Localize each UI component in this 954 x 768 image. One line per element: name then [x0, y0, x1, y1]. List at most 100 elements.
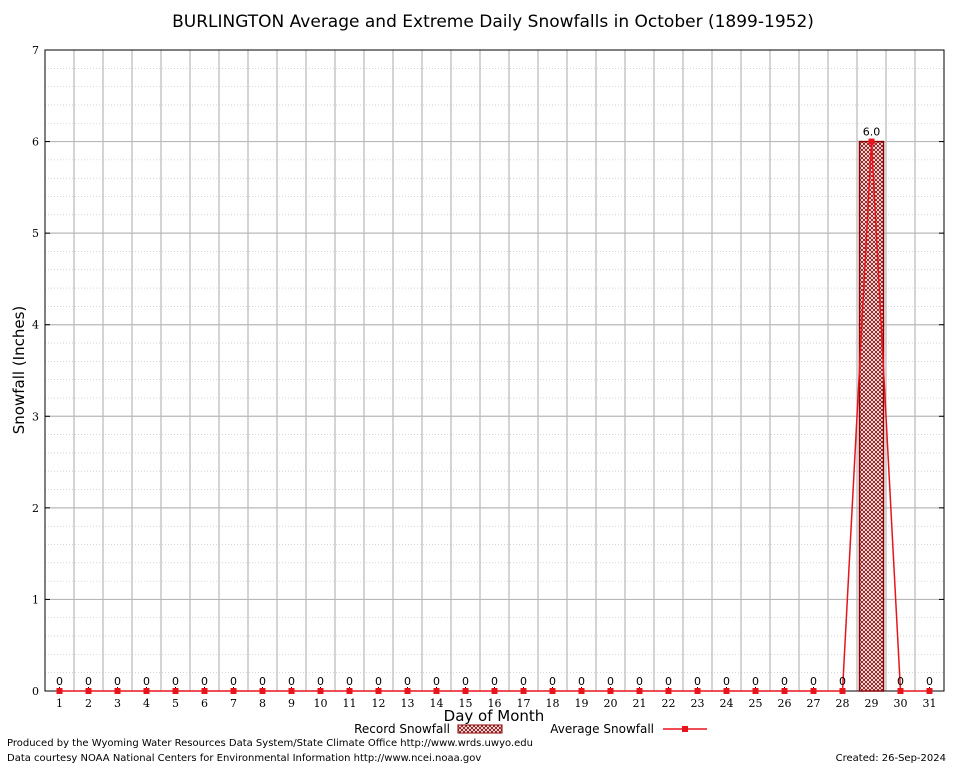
data-label: 0 [636, 675, 643, 688]
x-tick-label: 23 [691, 697, 705, 710]
legend-label-average: Average Snowfall [550, 722, 654, 736]
average-point [781, 688, 788, 694]
x-tick-label: 29 [865, 697, 879, 710]
average-point [752, 688, 759, 694]
y-tick-label: 7 [32, 44, 39, 57]
data-label: 0 [433, 675, 440, 688]
x-tick-label: 22 [662, 697, 676, 710]
data-label: 0 [317, 675, 324, 688]
average-point [317, 688, 324, 694]
x-tick-label: 7 [230, 697, 237, 710]
legend-swatch-record [457, 724, 503, 734]
x-tick-label: 9 [288, 697, 295, 710]
average-point [172, 688, 179, 694]
average-point [839, 688, 846, 694]
grid-lines [45, 50, 944, 691]
average-point [85, 688, 92, 694]
average-point [346, 688, 353, 694]
data-label: 0 [752, 675, 759, 688]
x-tick-label: 1 [56, 697, 63, 710]
data-label: 0 [926, 675, 933, 688]
x-tick-label: 5 [172, 697, 179, 710]
footer-produced-by: Produced by the Wyoming Water Resources … [7, 738, 533, 749]
x-tick-label: 13 [401, 697, 415, 710]
y-axis-ticks: 0 1 2 3 4 5 6 7 [32, 44, 944, 698]
y-tick-label: 2 [32, 502, 39, 515]
plot-frame [44, 49, 945, 692]
x-tick-label: 24 [720, 697, 734, 710]
x-tick-label: 25 [749, 697, 763, 710]
data-label: 0 [491, 675, 498, 688]
y-axis-label: Snowfall (Inches) [10, 306, 28, 434]
footer-data-courtesy: Data courtesy NOAA National Centers for … [7, 753, 482, 764]
average-point [462, 688, 469, 694]
data-label: 0 [607, 675, 614, 688]
average-point [868, 138, 875, 145]
x-tick-label: 28 [836, 697, 850, 710]
x-tick-label: 16 [488, 697, 502, 710]
average-point [259, 688, 266, 694]
legend: Record Snowfall Average Snowfall [354, 722, 707, 736]
average-point [433, 688, 440, 694]
data-label: 0 [259, 675, 266, 688]
record-snowfall-bars [858, 140, 885, 692]
x-tick-label: 27 [807, 697, 821, 710]
average-point [549, 688, 556, 694]
x-tick-label: 11 [343, 697, 357, 710]
data-label: 0 [56, 675, 63, 688]
average-point [143, 688, 150, 694]
x-tick-label: 2 [85, 697, 92, 710]
data-label: 0 [375, 675, 382, 688]
data-label: 0 [665, 675, 672, 688]
x-tick-label: 15 [459, 697, 473, 710]
data-label: 0 [781, 675, 788, 688]
average-point [578, 688, 585, 694]
average-point [723, 688, 730, 694]
average-point [810, 688, 817, 694]
legend-label-record: Record Snowfall [354, 722, 450, 736]
data-label: 0 [462, 675, 469, 688]
average-point [404, 688, 411, 694]
x-tick-label: 18 [546, 697, 560, 710]
average-point [56, 688, 63, 694]
data-label: 0 [694, 675, 701, 688]
y-tick-label: 3 [32, 410, 39, 423]
x-tick-label: 30 [894, 697, 908, 710]
y-tick-label: 5 [32, 227, 39, 240]
average-point [897, 688, 904, 694]
x-tick-label: 26 [778, 697, 792, 710]
average-point [607, 688, 614, 694]
x-tick-label: 19 [575, 697, 589, 710]
chart-title: BURLINGTON Average and Extreme Daily Sno… [172, 12, 814, 32]
x-tick-label: 4 [143, 697, 150, 710]
data-label: 0 [520, 675, 527, 688]
average-point [114, 688, 121, 694]
data-label: 0 [810, 675, 817, 688]
data-label: 0 [288, 675, 295, 688]
x-tick-label: 20 [604, 697, 618, 710]
data-labels: 0 0 0 0 0 0 0 0 0 0 0 0 0 0 0 0 0 0 0 0 0 0 0 0 0 0 0 0 6.0 0 0 [56, 126, 933, 688]
y-tick-label: 4 [32, 319, 39, 332]
footer-created: Created: 26-Sep-2024 [835, 753, 946, 764]
average-point [230, 688, 237, 694]
average-point [201, 688, 208, 694]
average-point [491, 688, 498, 694]
y-tick-label: 0 [32, 685, 39, 698]
y-tick-label: 1 [32, 593, 39, 606]
x-tick-label: 21 [633, 697, 647, 710]
x-tick-label: 17 [517, 697, 531, 710]
data-label: 0 [404, 675, 411, 688]
average-point [694, 688, 701, 694]
data-label: 0 [85, 675, 92, 688]
average-point [665, 688, 672, 694]
data-label: 0 [143, 675, 150, 688]
data-label: 0 [578, 675, 585, 688]
y-tick-label: 6 [32, 136, 39, 149]
data-label: 0 [346, 675, 353, 688]
average-point [288, 688, 295, 694]
data-label: 0 [839, 675, 846, 688]
data-label: 0 [201, 675, 208, 688]
average-point [520, 688, 527, 694]
x-axis-label: Day of Month [444, 707, 545, 725]
x-tick-label: 8 [259, 697, 266, 710]
